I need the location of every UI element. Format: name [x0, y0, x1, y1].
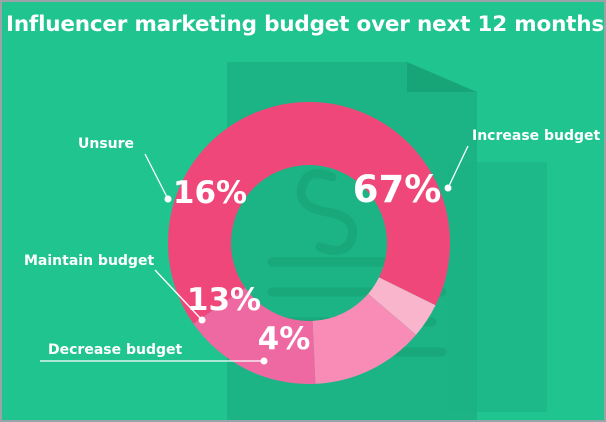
- leader-line-increase: [447, 145, 469, 189]
- leader-dot-increase: [444, 184, 452, 192]
- slice-value-maintain: 13%: [186, 282, 262, 318]
- slice-label-increase: Increase budget: [472, 128, 601, 144]
- leader-line-unsure: [144, 153, 169, 200]
- slice-label-maintain: Maintain budget: [24, 253, 155, 269]
- donut-slice-unsure: [193, 287, 316, 384]
- slice-value-decrease: 4%: [257, 321, 311, 357]
- leader-line-maintain: [154, 269, 203, 321]
- slice-value-increase: 67%: [352, 168, 442, 211]
- chart-title: Influencer marketing budget over next 12…: [6, 12, 604, 37]
- slice-value-unsure: 16%: [172, 175, 248, 211]
- leader-dot-decrease: [260, 357, 268, 365]
- leader-dot-unsure: [164, 195, 172, 203]
- donut-slice-decrease: [368, 277, 436, 335]
- slice-label-unsure: Unsure: [78, 136, 135, 152]
- slice-label-decrease: Decrease budget: [48, 342, 183, 358]
- donut-slice-increase: [167, 101, 450, 324]
- donut-slice-maintain: [312, 293, 417, 384]
- leader-dot-maintain: [198, 316, 206, 324]
